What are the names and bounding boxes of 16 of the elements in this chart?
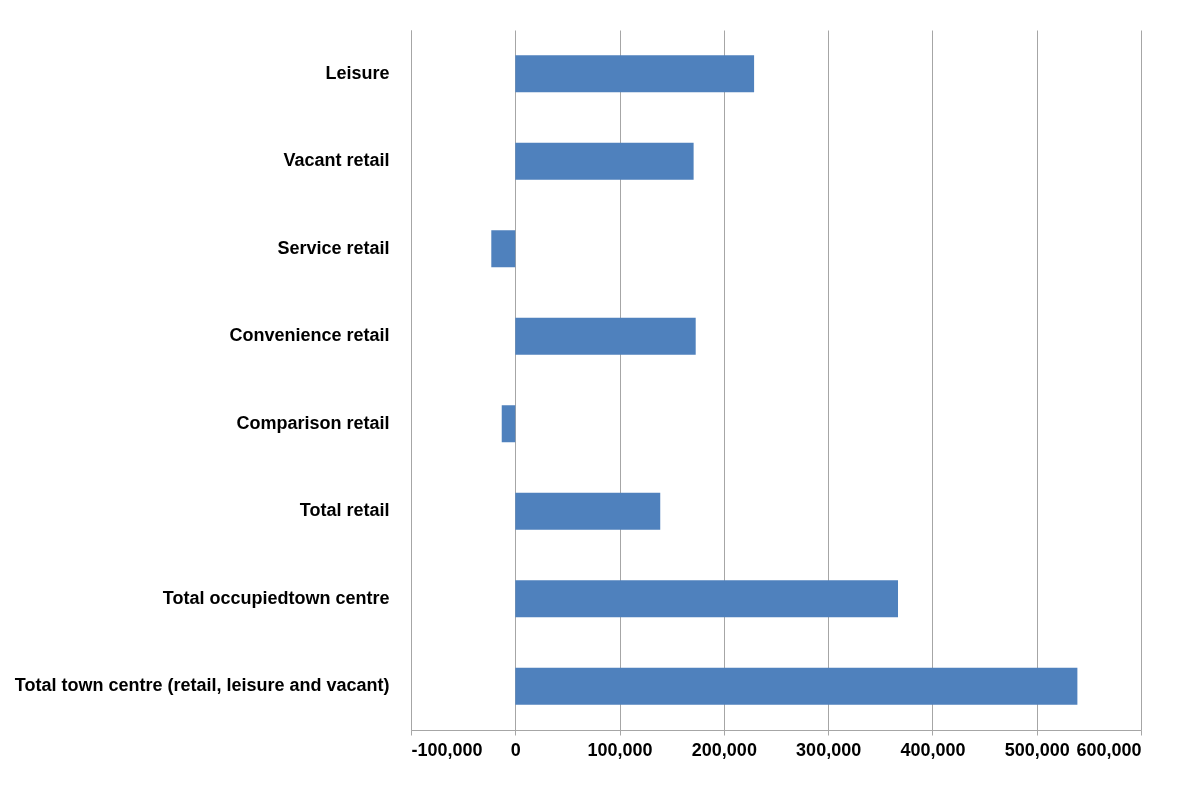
x-tick-label: 200,000 [691, 739, 757, 760]
x-tick-label: 400,000 [900, 739, 966, 760]
y-tick-label: Service retail [277, 237, 390, 258]
x-tick-label: -100,000 [411, 739, 483, 760]
y-tick-label: Convenience retail [229, 325, 390, 346]
y-tick-label: Comparison retail [236, 412, 390, 433]
y-tick-label: Total retail [299, 500, 390, 521]
x-tick-label: 500,000 [1004, 739, 1070, 760]
y-tick-label: Total town centre (retail, leisure and vacant) [14, 675, 390, 696]
x-tick-label: 100,000 [587, 739, 653, 760]
y-tick-label: Total occupiedtown centre [162, 587, 390, 608]
y-tick-label: Leisure [325, 62, 390, 83]
x-tick-label: 600,000 [1076, 739, 1142, 760]
x-tick-label: 300,000 [796, 739, 862, 760]
y-tick-label: Vacant retail [283, 150, 390, 171]
x-tick-label: 0 [510, 739, 521, 760]
